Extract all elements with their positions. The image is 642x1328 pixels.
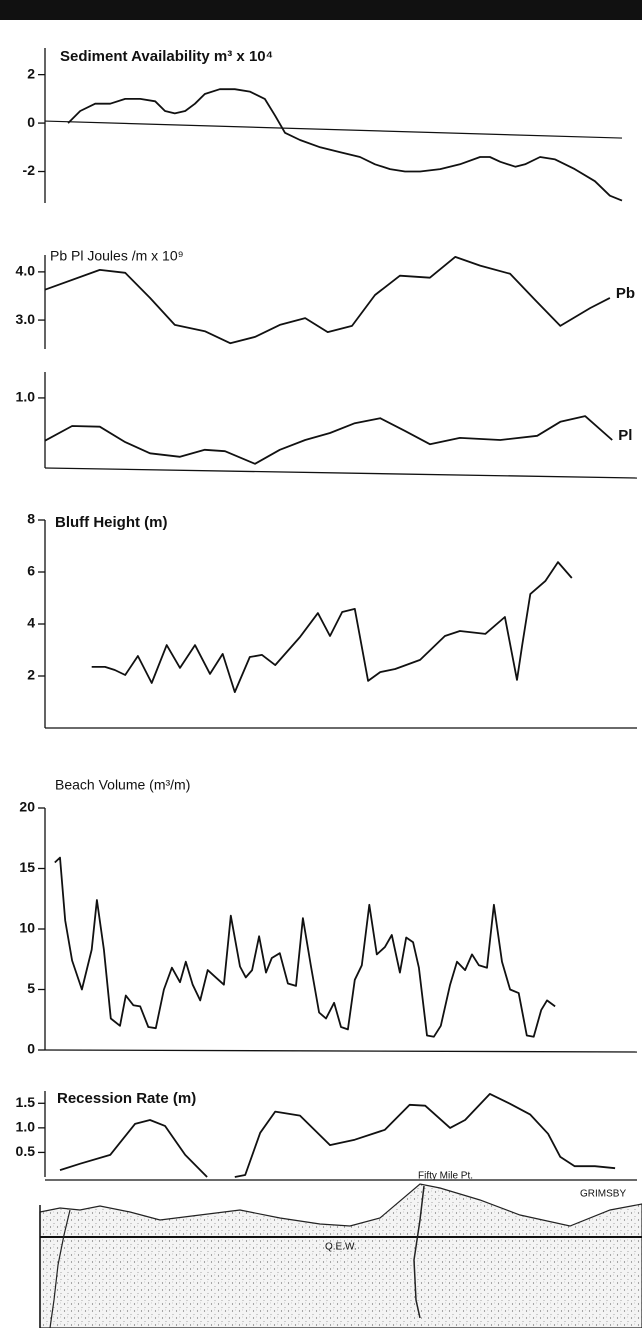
y-tick-label: 0 (27, 114, 35, 130)
top-bar (0, 0, 642, 20)
y-tick-label: 4.0 (16, 263, 36, 279)
chart-title: Beach Volume (m³/m) (55, 777, 190, 793)
y-tick-label: 1.0 (16, 1119, 36, 1135)
y-tick-label: 10 (19, 920, 35, 936)
y-tick-label: 0.5 (16, 1143, 36, 1159)
chart-title: Recession Rate (m) (57, 1090, 196, 1107)
creek (49, 1209, 71, 1328)
series-label: Pb (616, 285, 635, 302)
y-tick-label: 8 (27, 511, 35, 527)
y-tick-label: 3.0 (16, 311, 36, 327)
shore-profile (39, 1183, 642, 1328)
y-tick-label: 15 (19, 859, 35, 875)
data-line (44, 255, 611, 345)
chart-title: Pb Pl Joules /m x 10⁹ (50, 248, 184, 264)
chart-title: Sediment Availability m³ x 10⁴ (60, 48, 273, 65)
place-label: GRIMSBY (580, 1189, 626, 1200)
data-line (67, 88, 623, 202)
x-axis (44, 1049, 638, 1053)
creek (413, 1185, 425, 1319)
y-tick-label: 2 (27, 667, 35, 683)
y-tick-label: 1.0 (16, 389, 36, 405)
y-tick-label: 4 (27, 615, 35, 631)
y-tick-label: 20 (19, 799, 35, 815)
data-line (91, 561, 573, 693)
data-line (59, 1093, 616, 1178)
place-label: Fifty Mile Pt. (418, 1171, 473, 1182)
y-tick-label: 5 (27, 980, 35, 996)
data-line (54, 856, 556, 1038)
y-tick-label: -2 (23, 162, 36, 178)
y-tick-label: 1.5 (16, 1094, 36, 1110)
road-label: Q.E.W. (325, 1242, 357, 1253)
chart-title: Bluff Height (m) (55, 514, 167, 531)
y-tick-label: 2 (27, 65, 35, 81)
reference-line (44, 120, 623, 139)
y-tick-label: 6 (27, 563, 35, 579)
profile: Fifty Mile Pt. GRIMSBY Q.E.W. (39, 1171, 642, 1328)
series-label: Pl (618, 427, 632, 444)
data-line (44, 415, 613, 465)
x-axis (44, 467, 638, 479)
y-tick-label: 0 (27, 1041, 35, 1057)
